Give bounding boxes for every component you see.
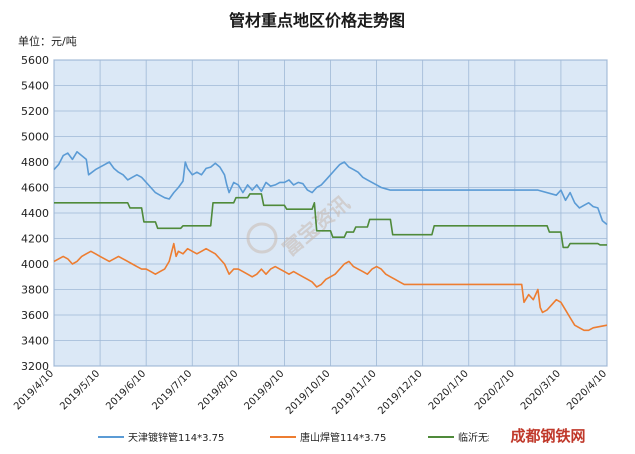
y-tick-label-10: 5200 xyxy=(21,105,49,118)
y-tick-label-8: 4800 xyxy=(21,156,49,169)
y-tick-label-0: 3200 xyxy=(21,360,49,373)
legend: 天津镀锌管114*3.75 唐山焊管114*3.75 临沂无缝管 xyxy=(98,431,508,444)
x-tick-label-2: 2019/6/10 xyxy=(104,368,148,412)
x-tick-label-0: 2019/4/10 xyxy=(12,368,56,412)
y-tick-label-6: 4400 xyxy=(21,207,49,220)
watermark-logo xyxy=(246,222,278,254)
x-tick-label-9: 2020/1/10 xyxy=(427,368,471,412)
y-tick-label-5: 4200 xyxy=(21,233,49,246)
x-tick-label-10: 2020/2/10 xyxy=(473,368,517,412)
series-line-1 xyxy=(53,151,608,226)
y-axis-ticks: 3200 3400 3600 3800 4000 4200 4400 4600 4800 5000… xyxy=(21,54,49,373)
series-line-3 xyxy=(54,193,607,249)
x-tick-label-1: 2019/5/10 xyxy=(58,368,102,412)
grid-lines xyxy=(53,59,608,367)
y-tick-label-9: 5000 xyxy=(21,131,49,144)
x-tick-label-7: 2019/11/10 xyxy=(330,368,379,417)
x-tick-label-5: 2019/9/10 xyxy=(242,368,286,412)
x-tick-label-11: 2020/3/10 xyxy=(519,368,563,412)
y-tick-label-3: 3800 xyxy=(21,284,49,297)
x-tick-label-8: 2019/12/10 xyxy=(376,368,425,417)
site-logo-badge xyxy=(489,424,607,446)
y-tick-label-1: 3400 xyxy=(21,335,49,348)
series-line-2 xyxy=(53,242,608,332)
legend-label-2: 唐山焊管114*3.75 xyxy=(300,431,386,444)
y-tick-label-4: 4000 xyxy=(21,258,49,271)
legend-label-1: 天津镀锌管114*3.75 xyxy=(128,431,224,444)
y-tick-label-12: 5600 xyxy=(21,54,49,67)
site-logo: 成都钢铁网 xyxy=(489,424,607,446)
site-logo-text: 成都钢铁网 xyxy=(510,427,585,445)
x-tick-label-4: 2019/8/10 xyxy=(196,368,240,412)
x-tick-label-12: 2020/4/10 xyxy=(565,368,609,412)
unit-label: 单位：元/吨 xyxy=(18,34,77,48)
y-tick-label-11: 5400 xyxy=(21,80,49,93)
y-tick-label-2: 3600 xyxy=(21,309,49,322)
chart-title: 管材重点地区价格走势图 xyxy=(229,11,405,30)
series-lines xyxy=(53,151,608,332)
y-tick-label-7: 4600 xyxy=(21,182,49,195)
x-tick-label-6: 2019/10/10 xyxy=(284,368,333,417)
x-tick-label-3: 2019/7/10 xyxy=(150,368,194,412)
x-axis-ticks: 2019/4/10 2019/5/10 2019/6/10 2019/7/10 2019… xyxy=(12,368,609,417)
